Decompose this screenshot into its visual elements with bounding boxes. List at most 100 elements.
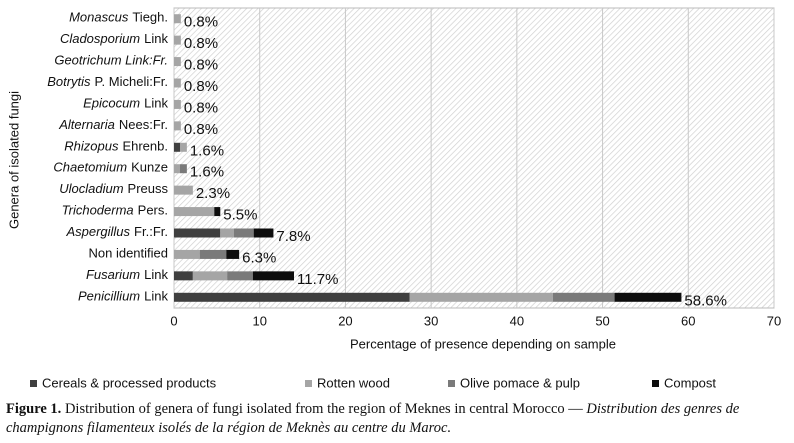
legend-label: Cereals & processed products <box>42 375 217 390</box>
y-tick-label: Epicocum Link <box>83 96 168 111</box>
x-tick-label: 0 <box>170 313 177 328</box>
bar-segment <box>174 142 180 152</box>
bar-segment <box>252 271 294 281</box>
y-tick-label: Non identified <box>89 246 169 261</box>
y-tick-label: Ulocladium Preuss <box>59 182 168 197</box>
bar-segment <box>253 228 274 238</box>
bar-segment <box>180 142 187 152</box>
y-tick-label: Cladosporium Link <box>60 32 169 47</box>
bar-segment <box>180 164 187 174</box>
genus: Penicillium <box>78 289 140 304</box>
y-tick-label: Monascus Tiegh. <box>69 10 168 25</box>
x-tick-label: 70 <box>767 313 781 328</box>
y-tick-label: Geotrichum Link:Fr. <box>54 53 168 68</box>
bar-label: 1.6% <box>190 142 224 159</box>
genus: Monascus <box>69 10 129 25</box>
bar-label: 6.3% <box>242 249 276 266</box>
y-tick-label: Fusarium Link <box>86 267 169 282</box>
bar-label: 58.6% <box>684 292 727 309</box>
genus: Rhizopus <box>64 139 119 154</box>
bar-label: 0.8% <box>184 14 218 31</box>
author: Ehrenb. <box>122 139 168 154</box>
genus: Aspergillus <box>65 224 130 239</box>
y-axis-label: Genera of isolated fungi <box>6 91 21 229</box>
bar-label: 0.8% <box>184 78 218 95</box>
bar-segment <box>552 292 615 302</box>
bar-segment <box>174 57 181 67</box>
bar-segment <box>227 271 253 281</box>
bar-segment <box>174 14 181 24</box>
author: Nees:Fr. <box>119 117 168 132</box>
bar-label: 0.8% <box>184 121 218 138</box>
author: Link <box>144 289 168 304</box>
bar-segment <box>226 249 240 259</box>
legend-marker <box>305 380 312 387</box>
x-axis-label: Percentage of presence depending on samp… <box>350 336 616 351</box>
bar-label: 2.3% <box>196 185 230 202</box>
legend-marker <box>448 380 455 387</box>
bar-segment <box>174 164 180 174</box>
author: Fr.:Fr. <box>134 224 168 239</box>
x-tick-label: 40 <box>510 313 524 328</box>
bar-label: 0.8% <box>184 99 218 116</box>
bar-segment <box>614 292 682 302</box>
genus: Trichoderma <box>62 203 134 218</box>
bar-label: 0.8% <box>184 57 218 74</box>
bar-segment <box>174 228 221 238</box>
y-tick-label: Penicillium Link <box>78 289 168 304</box>
x-tick-label: 50 <box>595 313 609 328</box>
bar-segment <box>174 185 193 195</box>
bar-segment <box>174 271 193 281</box>
legend-marker <box>30 380 37 387</box>
category-name: Non identified <box>89 246 169 261</box>
author: Kunze <box>131 160 168 175</box>
y-tick-label: Botrytis P. Micheli:Fr. <box>47 74 168 89</box>
author: Link <box>144 96 168 111</box>
bar-segment <box>174 292 410 302</box>
genus: Fusarium <box>86 267 140 282</box>
bar-segment <box>234 228 254 238</box>
y-tick-label: Chaetomium Kunze <box>53 160 168 175</box>
genus: Geotrichum Link:Fr. <box>54 53 168 68</box>
bar-label: 0.8% <box>184 35 218 52</box>
legend-marker <box>652 380 659 387</box>
bar-label: 5.5% <box>223 207 257 224</box>
genus: Cladosporium <box>60 32 140 47</box>
bar-segment <box>174 35 181 45</box>
genus: Alternaria <box>58 117 115 132</box>
y-tick-label: Rhizopus Ehrenb. <box>64 139 168 154</box>
bar-segment <box>174 78 181 88</box>
bar-segment <box>174 249 200 259</box>
author: Tiegh. <box>132 10 168 25</box>
legend-label: Compost <box>664 375 716 390</box>
genus: Ulocladium <box>59 182 123 197</box>
legend-label: Rotten wood <box>317 375 390 390</box>
caption-label: Figure 1. <box>6 401 62 417</box>
legend-label: Olive pomace & pulp <box>460 375 580 390</box>
bar-segment <box>409 292 553 302</box>
bar-label: 7.8% <box>276 228 310 245</box>
author: Preuss <box>128 182 169 197</box>
genus: Epicocum <box>83 96 140 111</box>
caption-french: Distribution des genres de champignons f… <box>6 401 740 436</box>
bar-segment <box>192 271 228 281</box>
x-tick-label: 60 <box>681 313 695 328</box>
plot-area <box>173 7 775 309</box>
chart: Percentage of presence depending on samp… <box>6 7 781 390</box>
author: Link <box>144 267 168 282</box>
bar-label: 11.7% <box>297 271 338 288</box>
y-tick-label: Trichoderma Pers. <box>62 203 168 218</box>
bar-segment <box>174 207 215 217</box>
caption: Figure 1. Distribution of genera of fung… <box>6 400 792 438</box>
bar-segment <box>199 249 227 259</box>
bar-segment <box>174 99 181 109</box>
bar-segment <box>174 121 181 131</box>
author: Pers. <box>138 203 168 218</box>
bar-segment <box>220 228 234 238</box>
x-tick-label: 20 <box>338 313 352 328</box>
genus: Chaetomium <box>53 160 127 175</box>
author: Link <box>144 32 168 47</box>
y-tick-label: Alternaria Nees:Fr. <box>58 117 168 132</box>
bar-label: 1.6% <box>190 164 224 181</box>
